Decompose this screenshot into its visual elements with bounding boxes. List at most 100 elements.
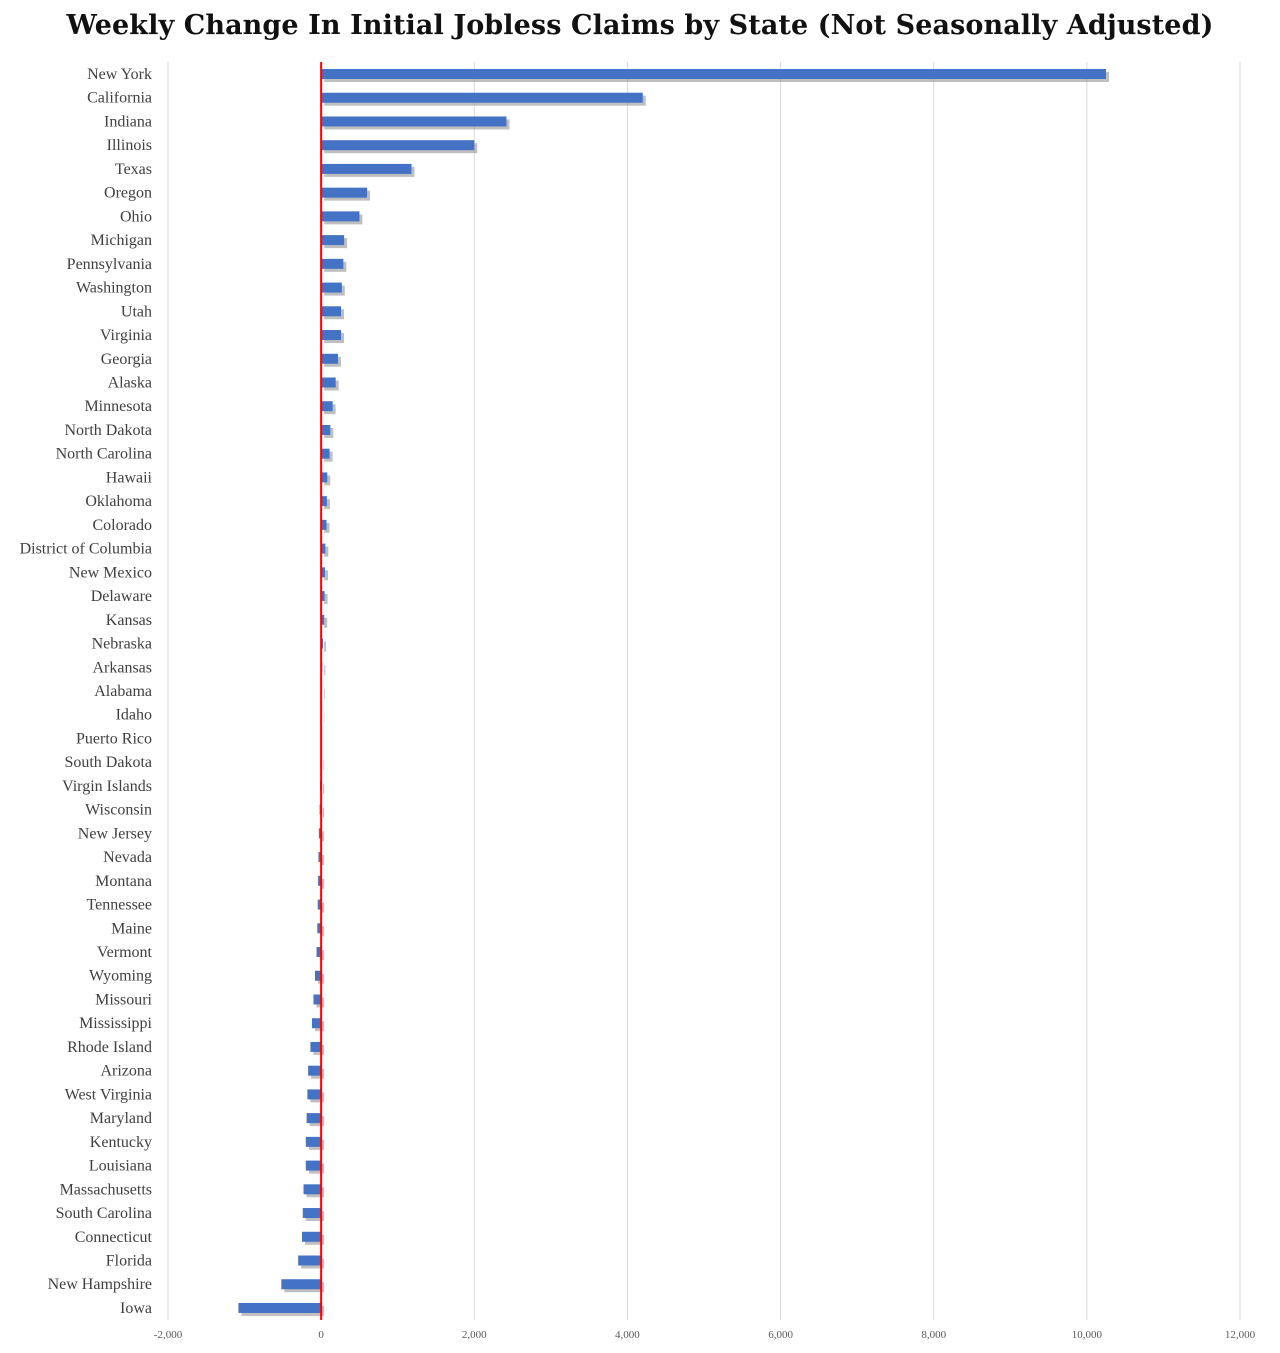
bar-mississippi bbox=[311, 1018, 322, 1029]
bar-shadow bbox=[321, 855, 325, 866]
category-label: California bbox=[87, 90, 152, 107]
category-label: Oklahoma bbox=[85, 493, 152, 510]
bar-new-hampshire bbox=[281, 1279, 322, 1290]
category-label: District of Columbia bbox=[20, 541, 152, 558]
bar-iowa bbox=[238, 1302, 322, 1313]
bar-maine bbox=[317, 923, 322, 934]
bar-shadow bbox=[324, 499, 330, 510]
category-label: Missouri bbox=[95, 991, 152, 1008]
bar-washington bbox=[321, 282, 342, 293]
category-label: Hawaii bbox=[106, 469, 153, 486]
category-label: West Virginia bbox=[65, 1086, 152, 1103]
chart-title: Weekly Change In Initial Jobless Claims … bbox=[66, 10, 1214, 41]
bar-louisiana bbox=[305, 1160, 322, 1171]
bar-vermont bbox=[316, 947, 322, 958]
bar-california bbox=[321, 92, 643, 103]
category-label: Connecticut bbox=[75, 1229, 153, 1246]
bar-minnesota bbox=[321, 401, 333, 412]
bar-district-of-columbia bbox=[321, 543, 326, 554]
bar-rhode-island bbox=[310, 1041, 322, 1052]
category-label: Indiana bbox=[104, 113, 152, 130]
category-label: Virginia bbox=[100, 327, 152, 344]
bar-nevada bbox=[318, 852, 322, 863]
bar-pennsylvania bbox=[321, 258, 344, 269]
bar-west-virginia bbox=[307, 1089, 322, 1100]
bar-new-jersey bbox=[318, 828, 322, 839]
category-label: Kansas bbox=[106, 612, 152, 629]
x-axis-tick-labels: -2,000 0 2,000 4,000 6,000 8,000 10,000 12,000 bbox=[154, 1329, 1256, 1341]
category-label: New Mexico bbox=[69, 564, 152, 581]
bar-new-mexico bbox=[321, 567, 325, 578]
x-tick-label: 6,000 bbox=[768, 1329, 793, 1341]
bar-utah bbox=[321, 306, 342, 317]
bar-shadow bbox=[321, 831, 325, 842]
x-tick-label: 0 bbox=[318, 1329, 324, 1341]
bar-north-dakota bbox=[321, 424, 331, 435]
category-label: New Jersey bbox=[78, 825, 152, 842]
bar-oklahoma bbox=[321, 496, 327, 507]
category-label: Pennsylvania bbox=[67, 256, 152, 273]
bar-north-carolina bbox=[321, 448, 330, 459]
bar-missouri bbox=[313, 994, 322, 1005]
bar-shadow bbox=[320, 902, 325, 913]
category-labels: New York California Indiana Illinois Texas Or… bbox=[20, 66, 153, 1317]
category-label: Florida bbox=[106, 1253, 152, 1270]
category-label: Puerto Rico bbox=[76, 730, 152, 747]
bar-shadow bbox=[321, 878, 325, 889]
category-label: Arizona bbox=[100, 1063, 152, 1080]
category-label: Georgia bbox=[101, 351, 152, 368]
bar-shadow bbox=[323, 760, 325, 771]
category-label: Maryland bbox=[90, 1110, 152, 1127]
category-label: New York bbox=[87, 66, 152, 83]
x-tick-label: 2,000 bbox=[462, 1329, 487, 1341]
x-tick-label: 8,000 bbox=[921, 1329, 946, 1341]
category-label: Illinois bbox=[107, 137, 152, 154]
category-label: Ohio bbox=[120, 208, 152, 225]
bar-ohio bbox=[321, 211, 360, 222]
bar-montana bbox=[318, 875, 322, 886]
x-tick-label: 10,000 bbox=[1072, 1329, 1103, 1341]
bar-wyoming bbox=[315, 970, 322, 981]
bar-south-carolina bbox=[302, 1208, 322, 1219]
bar-massachusetts bbox=[303, 1184, 322, 1195]
bar-hawaii bbox=[321, 472, 328, 483]
bar-shadow bbox=[324, 617, 328, 628]
bar-kansas bbox=[321, 614, 325, 625]
category-label: North Carolina bbox=[56, 446, 152, 463]
bar-shadow bbox=[324, 665, 326, 676]
bar-shadow bbox=[322, 783, 325, 794]
bar-shadow bbox=[324, 522, 330, 533]
category-label: Oregon bbox=[104, 185, 152, 202]
category-label: Michigan bbox=[91, 232, 152, 249]
category-label: Rhode Island bbox=[67, 1039, 152, 1056]
category-label: Colorado bbox=[92, 517, 152, 534]
category-label: South Carolina bbox=[56, 1205, 152, 1222]
category-label: Iowa bbox=[120, 1300, 152, 1317]
bars bbox=[238, 69, 1110, 1316]
bar-shadow bbox=[322, 807, 325, 818]
category-label: Wyoming bbox=[89, 968, 152, 985]
category-label: Massachusetts bbox=[60, 1181, 152, 1198]
bar-shadow bbox=[324, 688, 325, 699]
category-label: Arkansas bbox=[92, 659, 152, 676]
bar-colorado bbox=[321, 519, 327, 530]
category-label: South Dakota bbox=[64, 754, 152, 771]
category-label: New Hampshire bbox=[48, 1276, 152, 1293]
bar-delaware bbox=[321, 591, 325, 602]
category-label: North Dakota bbox=[64, 422, 152, 439]
x-tick-label: 12,000 bbox=[1225, 1329, 1256, 1341]
category-label: Washington bbox=[76, 280, 152, 297]
bar-shadow bbox=[324, 594, 328, 605]
bar-michigan bbox=[321, 235, 345, 246]
category-label: Idaho bbox=[116, 707, 152, 724]
category-label: Nevada bbox=[103, 849, 152, 866]
category-label: Texas bbox=[115, 161, 152, 178]
category-label: Mississippi bbox=[79, 1015, 152, 1032]
bar-connecticut bbox=[302, 1231, 322, 1242]
category-label: Louisiana bbox=[89, 1158, 152, 1175]
bar-tennessee bbox=[317, 899, 322, 910]
bar-maryland bbox=[306, 1113, 322, 1124]
x-tick-label: 4,000 bbox=[615, 1329, 640, 1341]
bar-kentucky bbox=[305, 1136, 322, 1147]
